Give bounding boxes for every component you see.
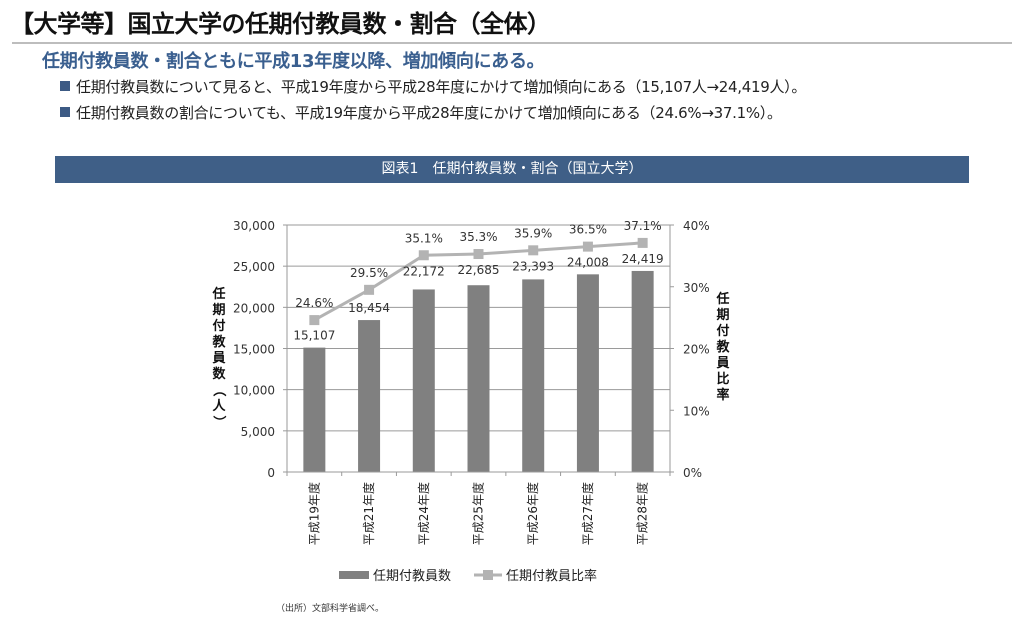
- x-category-label: 平成27年度: [580, 482, 595, 545]
- bar: [358, 320, 381, 472]
- y-axis-title-char: 人: [212, 398, 226, 414]
- source-note: （出所）文部科学省調べ。: [276, 604, 385, 614]
- page-subtitle: 任期付教員数・割合ともに平成13年度以降、増加傾向にある。: [42, 51, 545, 72]
- y2-axis-title-char: 員: [715, 356, 729, 371]
- square-marker-icon: [309, 315, 320, 326]
- y-axis-title-char: 数: [212, 366, 226, 382]
- ratio-data-label: 37.1%: [624, 219, 662, 233]
- page-title: 【大学等】国立大学の任期付教員数・割合（全体）: [10, 10, 551, 38]
- count-data-label: 23,393: [512, 259, 554, 273]
- y-tick-label: 30,000: [233, 219, 275, 233]
- x-category-label: 平成25年度: [471, 482, 486, 545]
- y-axis-title-char: （: [211, 383, 227, 396]
- bar-series: [303, 270, 654, 472]
- square-marker-icon: [364, 284, 375, 295]
- chart-legend: 任期付教員数 任期付教員比率: [339, 568, 597, 584]
- y2-axis-title-char: 率: [716, 387, 729, 403]
- legend-marker-icon: [483, 570, 493, 580]
- count-data-label: 22,172: [403, 264, 445, 278]
- line-series: [309, 237, 648, 326]
- bullet-item: 任期付教員数について見ると、平成19年度から平成28年度にかけて増加傾向にある（…: [60, 76, 806, 97]
- bar: [522, 279, 545, 472]
- y-tick-label: 5,000: [241, 425, 275, 439]
- y2-axis-title-char: 付: [716, 323, 729, 339]
- x-category-label: 平成21年度: [361, 482, 376, 545]
- y2-axis-title-char: 期: [716, 308, 729, 323]
- bar: [303, 347, 326, 472]
- legend-bar-swatch-icon: [339, 571, 369, 579]
- ratio-data-label: 29.5%: [350, 266, 388, 280]
- count-data-label: 24,008: [567, 256, 609, 270]
- y-axis-title-char: 任: [211, 286, 225, 302]
- y2-tick-label: 20%: [683, 343, 710, 357]
- bar: [467, 285, 490, 472]
- y2-tick-label: 40%: [683, 219, 710, 233]
- x-category-label: 平成26年度: [525, 482, 540, 545]
- title-divider: [12, 42, 1012, 44]
- bullet-text: 任期付教員数の割合についても、平成19年度から平成28年度にかけて増加傾向にある…: [76, 104, 782, 122]
- bullet-text: 任期付教員数について見ると、平成19年度から平成28年度にかけて増加傾向にある（…: [76, 78, 807, 96]
- y-tick-label: 10,000: [233, 384, 275, 398]
- square-bullet-icon: [60, 107, 70, 117]
- y-tick-label: 15,000: [233, 343, 275, 357]
- square-marker-icon: [418, 250, 429, 261]
- square-marker-icon: [582, 241, 593, 252]
- x-category-label: 平成28年度: [635, 482, 650, 545]
- bullet-item: 任期付教員数の割合についても、平成19年度から平成28年度にかけて増加傾向にある…: [60, 102, 782, 123]
- y2-tick-label: 30%: [683, 281, 710, 295]
- legend-label-line: 任期付教員比率: [506, 568, 597, 584]
- y-axis-title-char: ）: [211, 415, 227, 428]
- legend-label-bars: 任期付教員数: [373, 568, 451, 584]
- count-data-label: 18,454: [348, 301, 390, 315]
- y-tick-label: 0: [267, 466, 275, 480]
- y2-axis-title-char: 教: [715, 339, 730, 355]
- y2-axis-title-char: 任: [715, 291, 729, 307]
- ratio-data-label: 35.3%: [459, 230, 497, 244]
- tick-labels: 0 5,000 10,000 15,000 20,000 25,000 30,000 0% 10…: [211, 219, 730, 545]
- bar: [576, 274, 599, 472]
- bar: [412, 289, 435, 472]
- square-marker-icon: [637, 237, 648, 248]
- square-bullet-icon: [60, 81, 70, 91]
- ratio-data-label: 24.6%: [295, 296, 333, 310]
- count-data-label: 24,419: [622, 252, 664, 266]
- y2-tick-label: 0%: [683, 466, 702, 480]
- y-axis-title-char: 期: [212, 303, 225, 318]
- bar: [631, 270, 654, 472]
- y-axis-title-char: 付: [212, 318, 225, 334]
- y2-axis-title-char: 比: [716, 371, 729, 387]
- count-data-label: 22,685: [458, 263, 500, 277]
- count-data-label: 15,107: [293, 329, 335, 343]
- y-axis-title-char: 教: [211, 334, 226, 350]
- y-axis-title-char: 員: [211, 351, 225, 366]
- ratio-data-label: 35.9%: [514, 226, 552, 240]
- square-marker-icon: [528, 245, 539, 256]
- x-category-label: 平成24年度: [416, 482, 431, 545]
- ratio-data-label: 36.5%: [569, 223, 607, 237]
- ratio-data-label: 35.1%: [405, 231, 443, 245]
- x-category-label: 平成19年度: [306, 482, 321, 545]
- y-tick-label: 20,000: [233, 301, 275, 315]
- y2-tick-label: 10%: [683, 404, 710, 418]
- figure-banner: 図表1 任期付教員数・割合（国立大学）: [55, 156, 969, 183]
- data-labels: 24.6% 15,107 29.5% 18,454 35.1% 22,172 35.3% 22…: [293, 219, 663, 343]
- y-tick-label: 25,000: [233, 260, 275, 274]
- square-marker-icon: [473, 249, 484, 260]
- chart-axes: [283, 224, 674, 476]
